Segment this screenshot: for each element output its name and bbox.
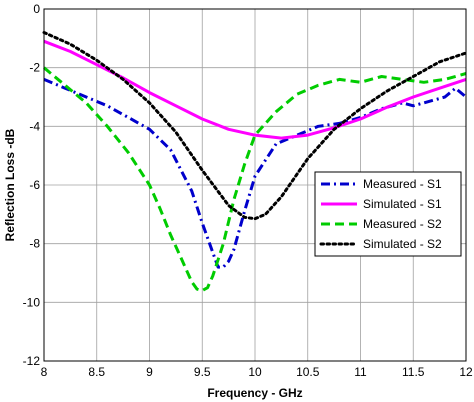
y-tick-label: 0 bbox=[33, 2, 40, 16]
series-line-1 bbox=[43, 78, 467, 269]
series-line-3 bbox=[43, 66, 467, 293]
y-tick-label: -8 bbox=[29, 237, 40, 251]
x-tick-label: 9.5 bbox=[194, 365, 211, 379]
legend-box bbox=[314, 171, 462, 257]
y-tick-label: -2 bbox=[29, 61, 40, 75]
legend-label: Measured - S2 bbox=[363, 217, 442, 231]
plot-area bbox=[42, 31, 468, 293]
tick-labels: 8 8.5 9 9.5 10 10.5 11 11.5 12 0 -2 -4 -6 -8 -10 -12 bbox=[23, 2, 473, 379]
x-tick-label: 8.5 bbox=[88, 365, 105, 379]
legend: Measured - S1 Simulated - S1 Measured - S2… bbox=[314, 171, 462, 257]
y-tick-label: -12 bbox=[23, 354, 41, 368]
legend-label: Simulated - S2 bbox=[363, 237, 442, 251]
series-line-4 bbox=[42, 31, 468, 221]
y-tick-label: -4 bbox=[29, 119, 40, 133]
y-tick-label: -10 bbox=[23, 295, 41, 309]
x-tick-label: 11 bbox=[354, 365, 367, 379]
legend-label: Simulated - S1 bbox=[363, 197, 442, 211]
x-tick-label: 10.5 bbox=[296, 365, 320, 379]
y-axis-label: Reflection Loss -dB bbox=[3, 128, 17, 241]
legend-label: Measured - S1 bbox=[363, 177, 442, 191]
x-tick-label: 9 bbox=[146, 365, 153, 379]
x-tick-label: 8 bbox=[41, 365, 48, 379]
x-tick-label: 11.5 bbox=[402, 365, 425, 379]
y-tick-label: -6 bbox=[29, 178, 40, 192]
plot-frame bbox=[43, 8, 467, 362]
x-axis-label: Frequency - GHz bbox=[207, 386, 302, 400]
x-tick-label: 12 bbox=[459, 365, 473, 379]
x-tick-label: 10 bbox=[248, 365, 262, 379]
